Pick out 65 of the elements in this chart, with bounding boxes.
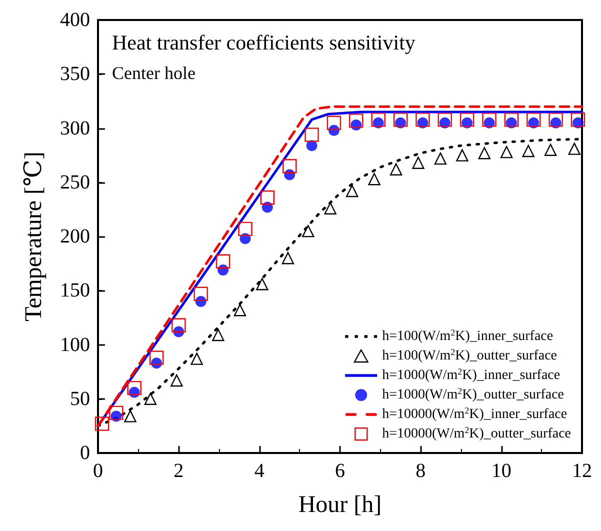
point bbox=[548, 112, 563, 127]
point bbox=[478, 147, 490, 160]
y-axis-title: Temperature [℃] bbox=[21, 152, 47, 322]
point bbox=[256, 278, 268, 290]
point bbox=[194, 286, 208, 301]
text: Heat transfer coefficients sensitivity bbox=[112, 30, 416, 54]
y-tick-label: 50 bbox=[70, 388, 90, 410]
point bbox=[570, 112, 586, 127]
point bbox=[568, 142, 580, 155]
x-tick-label: 12 bbox=[572, 460, 592, 482]
point bbox=[416, 112, 430, 127]
point bbox=[412, 156, 424, 169]
point bbox=[526, 112, 541, 127]
point bbox=[439, 117, 450, 128]
point bbox=[434, 152, 447, 165]
point bbox=[438, 112, 452, 127]
y-tick-label: 350 bbox=[60, 63, 90, 86]
point bbox=[393, 112, 408, 127]
y-tick-label: 150 bbox=[60, 280, 90, 302]
point bbox=[127, 380, 142, 396]
y-tick-label: 200 bbox=[60, 226, 90, 248]
point bbox=[522, 144, 534, 158]
point bbox=[302, 224, 314, 238]
x-tick-label: 6 bbox=[335, 460, 345, 482]
point bbox=[324, 202, 336, 214]
point bbox=[109, 406, 124, 420]
y-tick-label: 300 bbox=[60, 117, 90, 140]
x-axis-title: Hour [h] bbox=[298, 492, 382, 518]
y-tick-label: 400 bbox=[60, 9, 90, 31]
point bbox=[368, 173, 380, 186]
point bbox=[124, 410, 136, 422]
point bbox=[504, 112, 519, 127]
point bbox=[238, 222, 252, 236]
point bbox=[216, 254, 230, 268]
point bbox=[234, 304, 246, 316]
point bbox=[282, 252, 294, 264]
point bbox=[172, 318, 186, 332]
point bbox=[304, 128, 319, 142]
y-tick-label: 0 bbox=[80, 442, 90, 464]
point bbox=[212, 328, 224, 342]
text: Center hole bbox=[112, 63, 196, 83]
point bbox=[149, 350, 164, 365]
y-tick-label: 100 bbox=[60, 334, 90, 356]
point bbox=[326, 116, 342, 130]
x-tick-label: 10 bbox=[491, 460, 512, 482]
point bbox=[349, 114, 364, 128]
x-tick-label: 4 bbox=[254, 460, 264, 482]
point bbox=[456, 149, 468, 162]
y-tick-label: 250 bbox=[60, 171, 90, 194]
point bbox=[460, 112, 474, 127]
point bbox=[282, 159, 297, 174]
point bbox=[94, 416, 110, 431]
point bbox=[528, 117, 540, 128]
point bbox=[170, 374, 183, 387]
point bbox=[500, 146, 513, 158]
point bbox=[144, 392, 157, 405]
point bbox=[346, 184, 358, 198]
point bbox=[260, 190, 274, 205]
x-tick-label: 2 bbox=[174, 460, 184, 482]
point bbox=[390, 163, 402, 176]
point bbox=[190, 352, 203, 365]
point bbox=[544, 144, 557, 156]
point bbox=[482, 112, 496, 127]
point bbox=[371, 112, 386, 127]
x-tick-label: 8 bbox=[416, 460, 426, 482]
